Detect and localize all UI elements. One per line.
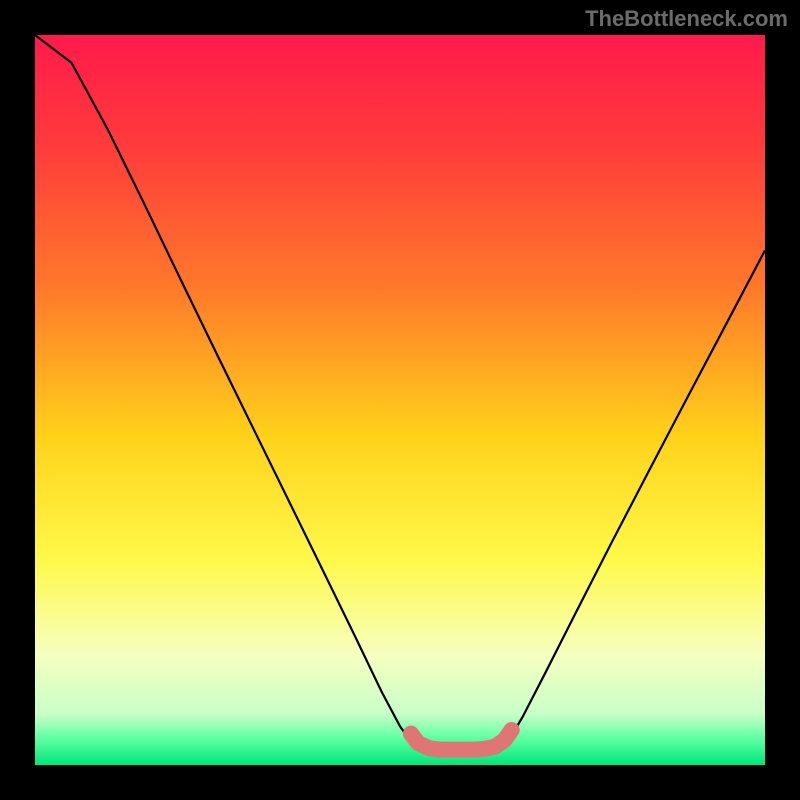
watermark-text: TheBottleneck.com — [585, 6, 788, 32]
trough-highlight — [411, 730, 512, 750]
bottleneck-curve — [35, 35, 765, 749]
chart-container: TheBottleneck.com — [0, 0, 800, 800]
frame-right — [765, 0, 800, 800]
chart-plot — [35, 35, 765, 765]
frame-bottom — [0, 765, 800, 800]
frame-left — [0, 0, 35, 800]
